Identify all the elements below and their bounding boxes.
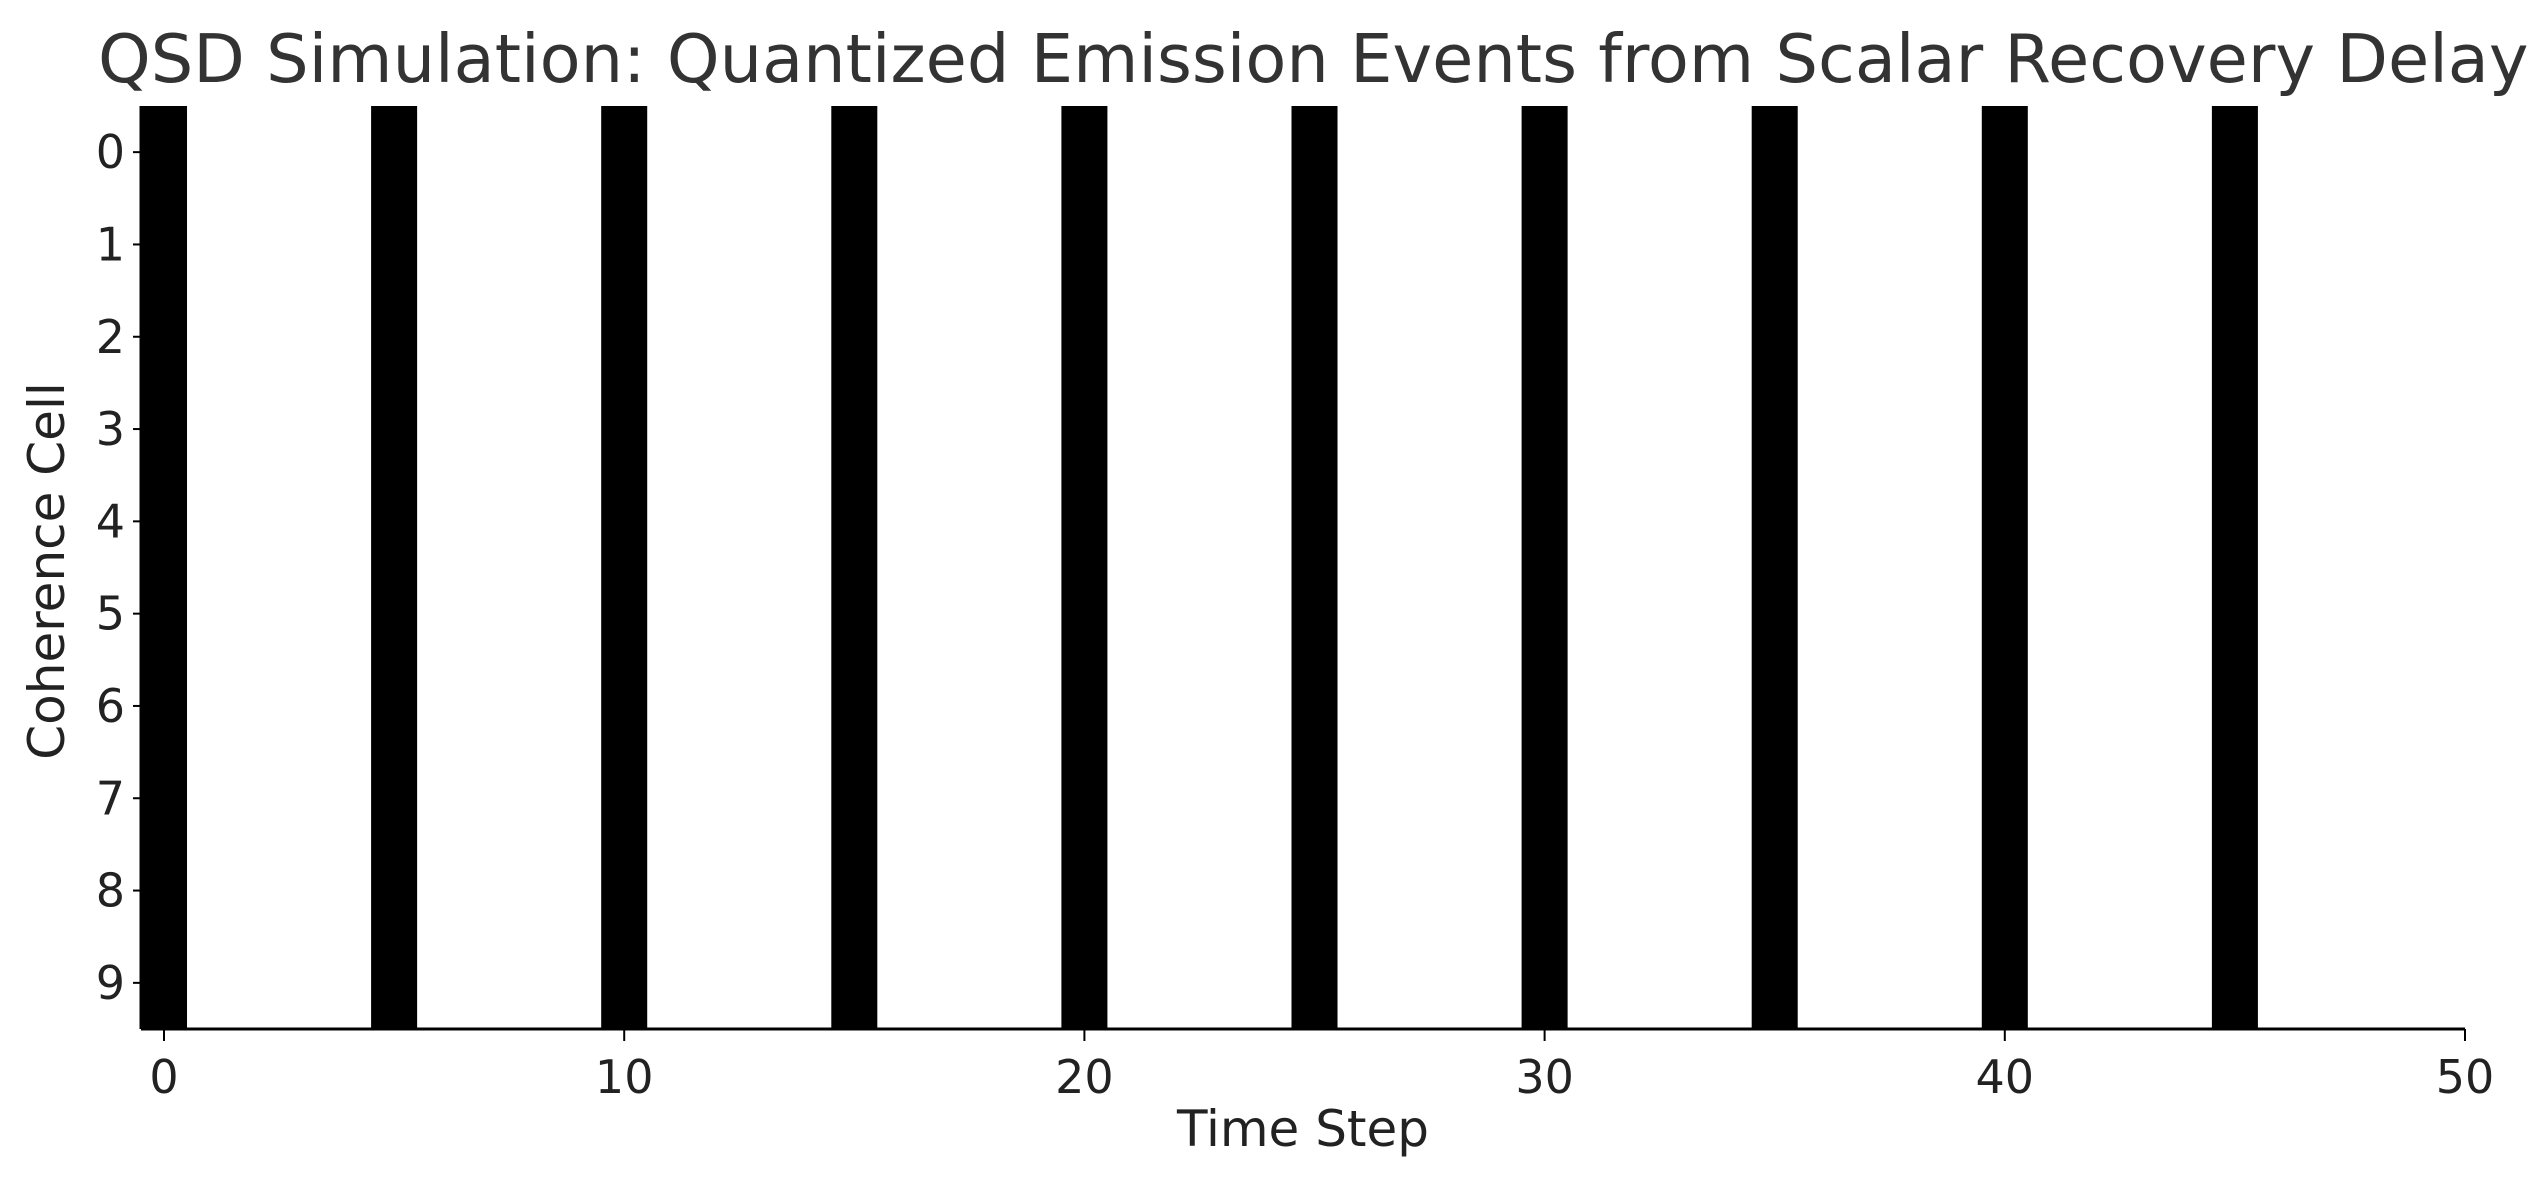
x-tick-label: 50 [2436, 1050, 2495, 1104]
y-tick-label: 4 [96, 494, 125, 548]
emission-column-t15 [831, 106, 878, 1029]
y-axis-label: Coherence Cell [18, 382, 76, 759]
emission-column-t30 [1521, 106, 1568, 1029]
emission-column-t40 [1981, 106, 2028, 1029]
y-tick-label: 6 [96, 679, 125, 733]
x-tick-label: 20 [1055, 1050, 1114, 1104]
y-tick-label: 1 [96, 217, 125, 271]
emission-bars [141, 106, 2258, 1029]
y-tick-label: 0 [96, 125, 125, 179]
x-tick-label: 0 [149, 1050, 178, 1104]
y-tick-label: 5 [96, 587, 125, 641]
emission-column-t0 [141, 106, 188, 1029]
chart-title: QSD Simulation: Quantized Emission Event… [98, 20, 2529, 98]
emission-column-t45 [2211, 106, 2258, 1029]
emission-column-t10 [601, 106, 648, 1029]
y-tick-label: 3 [96, 402, 125, 456]
y-tick-label: 7 [96, 771, 125, 825]
y-tick-label: 8 [96, 864, 125, 918]
emission-column-t25 [1291, 106, 1338, 1029]
x-axis-label: Time Step [1176, 1100, 1429, 1158]
emission-column-t20 [1061, 106, 1108, 1029]
y-tick-label: 2 [96, 310, 125, 364]
x-tick-label: 30 [1515, 1050, 1574, 1104]
x-tick-label: 40 [1976, 1050, 2035, 1104]
x-axis-ticks: 0 10 20 30 40 50 [149, 1029, 2494, 1104]
x-tick-label: 10 [595, 1050, 654, 1104]
emission-column-t35 [1751, 106, 1798, 1029]
emission-column-t5 [371, 106, 418, 1029]
y-tick-label: 9 [96, 956, 125, 1010]
y-axis-ticks: 0 1 2 3 4 5 6 7 8 9 [96, 125, 141, 1010]
